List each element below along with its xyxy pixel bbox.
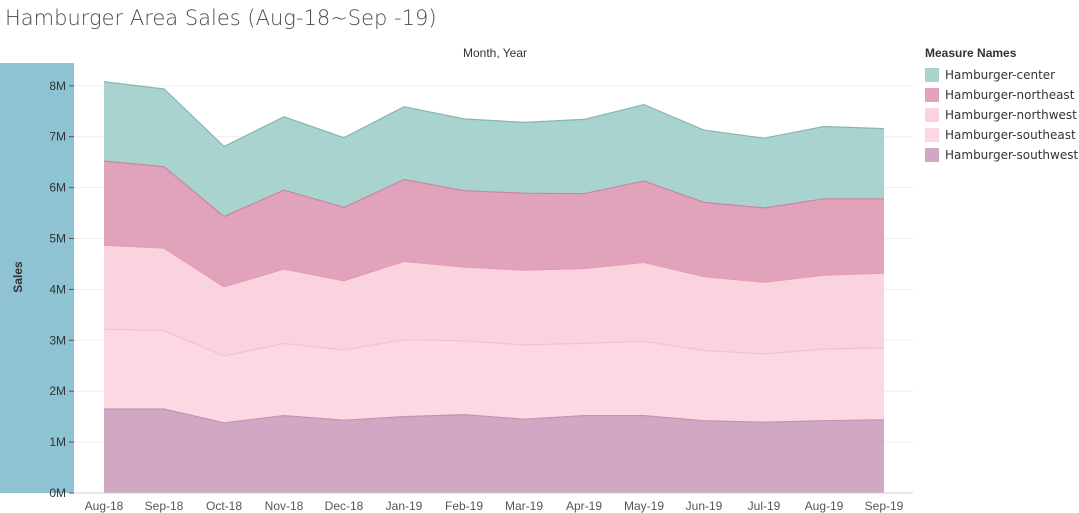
legend: Measure Names Hamburger-center Hamburger… [925, 46, 1078, 165]
y-tick-label: 2M [49, 384, 66, 398]
legend-swatch [925, 148, 939, 162]
y-tick-label: 4M [49, 282, 66, 296]
legend-item-northwest[interactable]: Hamburger-northwest [925, 105, 1078, 125]
legend-label: Hamburger-northwest [945, 108, 1077, 122]
legend-item-southwest[interactable]: Hamburger-southwest [925, 145, 1078, 165]
x-tick-label: Oct-18 [206, 499, 242, 513]
y-tick-label: 6M [49, 181, 66, 195]
x-axis-ticks: Aug-18 Sep-18 Oct-18 Nov-18 Dec-18 Jan-19 Feb-… [85, 499, 904, 513]
area-hamburger-northeast [104, 161, 884, 287]
legend-swatch [925, 108, 939, 122]
legend-swatch [925, 68, 939, 82]
legend-item-center[interactable]: Hamburger-center [925, 65, 1078, 85]
column-header: Month, Year [462, 46, 528, 60]
area-hamburger-southeast [104, 329, 884, 423]
x-tick-label: Apr-19 [566, 499, 602, 513]
area-hamburger-center [104, 81, 884, 217]
x-tick-label: Jan-19 [386, 499, 423, 513]
x-tick-label: Aug-18 [85, 499, 124, 513]
legend-label: Hamburger-southeast [945, 128, 1076, 142]
x-tick-label: May-19 [624, 499, 664, 513]
chart-title: Hamburger Area Sales (Aug-18~Sep -19) [5, 6, 437, 30]
series-areas [104, 81, 884, 493]
x-tick-label: Dec-18 [325, 499, 364, 513]
legend-swatch [925, 128, 939, 142]
x-tick-label: Nov-18 [265, 499, 304, 513]
y-tick-label: 8M [49, 79, 66, 93]
y-tick-label: 3M [49, 333, 66, 347]
legend-item-southeast[interactable]: Hamburger-southeast [925, 125, 1078, 145]
line-hamburger-center [103, 81, 885, 148]
x-tick-label: Jul-19 [748, 499, 781, 513]
x-tick-label: Feb-19 [445, 499, 483, 513]
y-tick-label: 7M [49, 130, 66, 144]
x-tick-label: Mar-19 [505, 499, 543, 513]
y-tick-label: 5M [49, 232, 66, 246]
x-tick-label: Sep-18 [145, 499, 184, 513]
area-hamburger-southwest [104, 409, 884, 493]
line-hamburger-southwest [104, 408, 885, 424]
line-hamburger-southeast [103, 328, 885, 357]
legend-label: Hamburger-northeast [945, 88, 1075, 102]
y-tick-label: 1M [49, 435, 66, 449]
line-hamburger-northwest [103, 244, 885, 288]
line-hamburger-northeast [103, 160, 884, 218]
x-tick-label: Jun-19 [686, 499, 723, 513]
area-hamburger-northwest [104, 245, 884, 357]
y-tick-label: 0M [49, 486, 66, 500]
series-lines [103, 81, 885, 424]
legend-label: Hamburger-southwest [945, 148, 1079, 162]
x-tick-label: Sep-19 [865, 499, 904, 513]
legend-item-northeast[interactable]: Hamburger-northeast [925, 85, 1078, 105]
legend-swatch [925, 88, 939, 102]
y-axis-ticks: 0M 1M 2M 3M 4M 5M 6M 7M 8M [49, 79, 74, 500]
legend-title: Measure Names [925, 46, 1017, 60]
x-tick-label: Aug-19 [805, 499, 844, 513]
y-axis-band [0, 63, 74, 493]
legend-label: Hamburger-center [945, 68, 1056, 82]
